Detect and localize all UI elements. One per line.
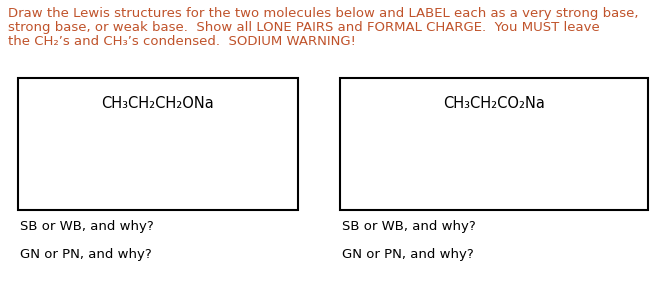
Text: GN or PN, and why?: GN or PN, and why? [342, 248, 474, 261]
Text: strong base, or weak base.  Show all LONE PAIRS and FORMAL CHARGE.  You MUST lea: strong base, or weak base. Show all LONE… [8, 21, 600, 34]
Text: the CH₂’s and CH₃’s condensed.  SODIUM WARNING!: the CH₂’s and CH₃’s condensed. SODIUM WA… [8, 35, 356, 48]
Bar [340, 78, 648, 210]
Text: SB or WB, and why?: SB or WB, and why? [342, 220, 476, 233]
Text: CH₃CH₂CH₂ONa: CH₃CH₂CH₂ONa [101, 96, 214, 111]
Text: SB or WB, and why?: SB or WB, and why? [20, 220, 154, 233]
Bar [18, 78, 298, 210]
Text: Draw the Lewis structures for the two molecules below and LABEL each as a very s: Draw the Lewis structures for the two mo… [8, 7, 638, 20]
Text: CH₃CH₂CO₂Na: CH₃CH₂CO₂Na [443, 96, 545, 111]
Text: GN or PN, and why?: GN or PN, and why? [20, 248, 152, 261]
